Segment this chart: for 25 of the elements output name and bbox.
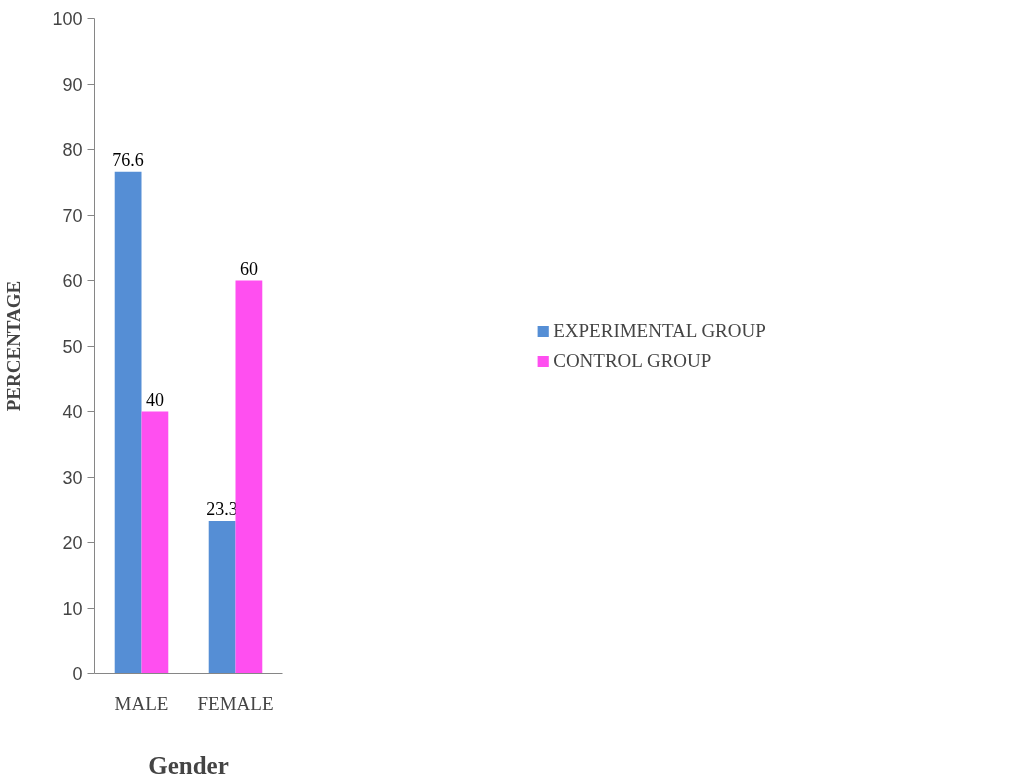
y-tick-label: 0 <box>72 664 83 684</box>
x-tick-label: MALE <box>114 692 169 714</box>
data-label: 40 <box>145 389 164 410</box>
y-tick-label: 20 <box>62 533 83 553</box>
y-tick-label: 40 <box>62 402 83 422</box>
bar <box>141 411 169 674</box>
y-tick-label: 30 <box>62 467 83 488</box>
y-tick-label: 80 <box>62 140 83 160</box>
x-axis-title: Gender <box>148 751 229 779</box>
y-tick-label: 90 <box>62 74 83 95</box>
bar <box>208 520 236 674</box>
data-label: 60 <box>239 258 258 279</box>
y-tick-label: 70 <box>62 205 83 226</box>
data-label: 23.3 <box>206 498 238 519</box>
legend-label: CONTROL GROUP <box>553 349 712 372</box>
y-tick-label: 100 <box>52 9 83 29</box>
y-axis-title: PERCENTAGE <box>3 280 25 412</box>
y-tick-label: 60 <box>62 271 83 291</box>
y-tick-label: 50 <box>62 336 83 357</box>
bar <box>114 171 142 674</box>
x-tick-label: FEMALE <box>197 692 274 714</box>
y-tick-label: 10 <box>62 598 83 619</box>
bar <box>235 280 263 674</box>
data-label: 76.6 <box>112 149 144 170</box>
legend-label: EXPERIMENTAL GROUP <box>553 319 766 342</box>
